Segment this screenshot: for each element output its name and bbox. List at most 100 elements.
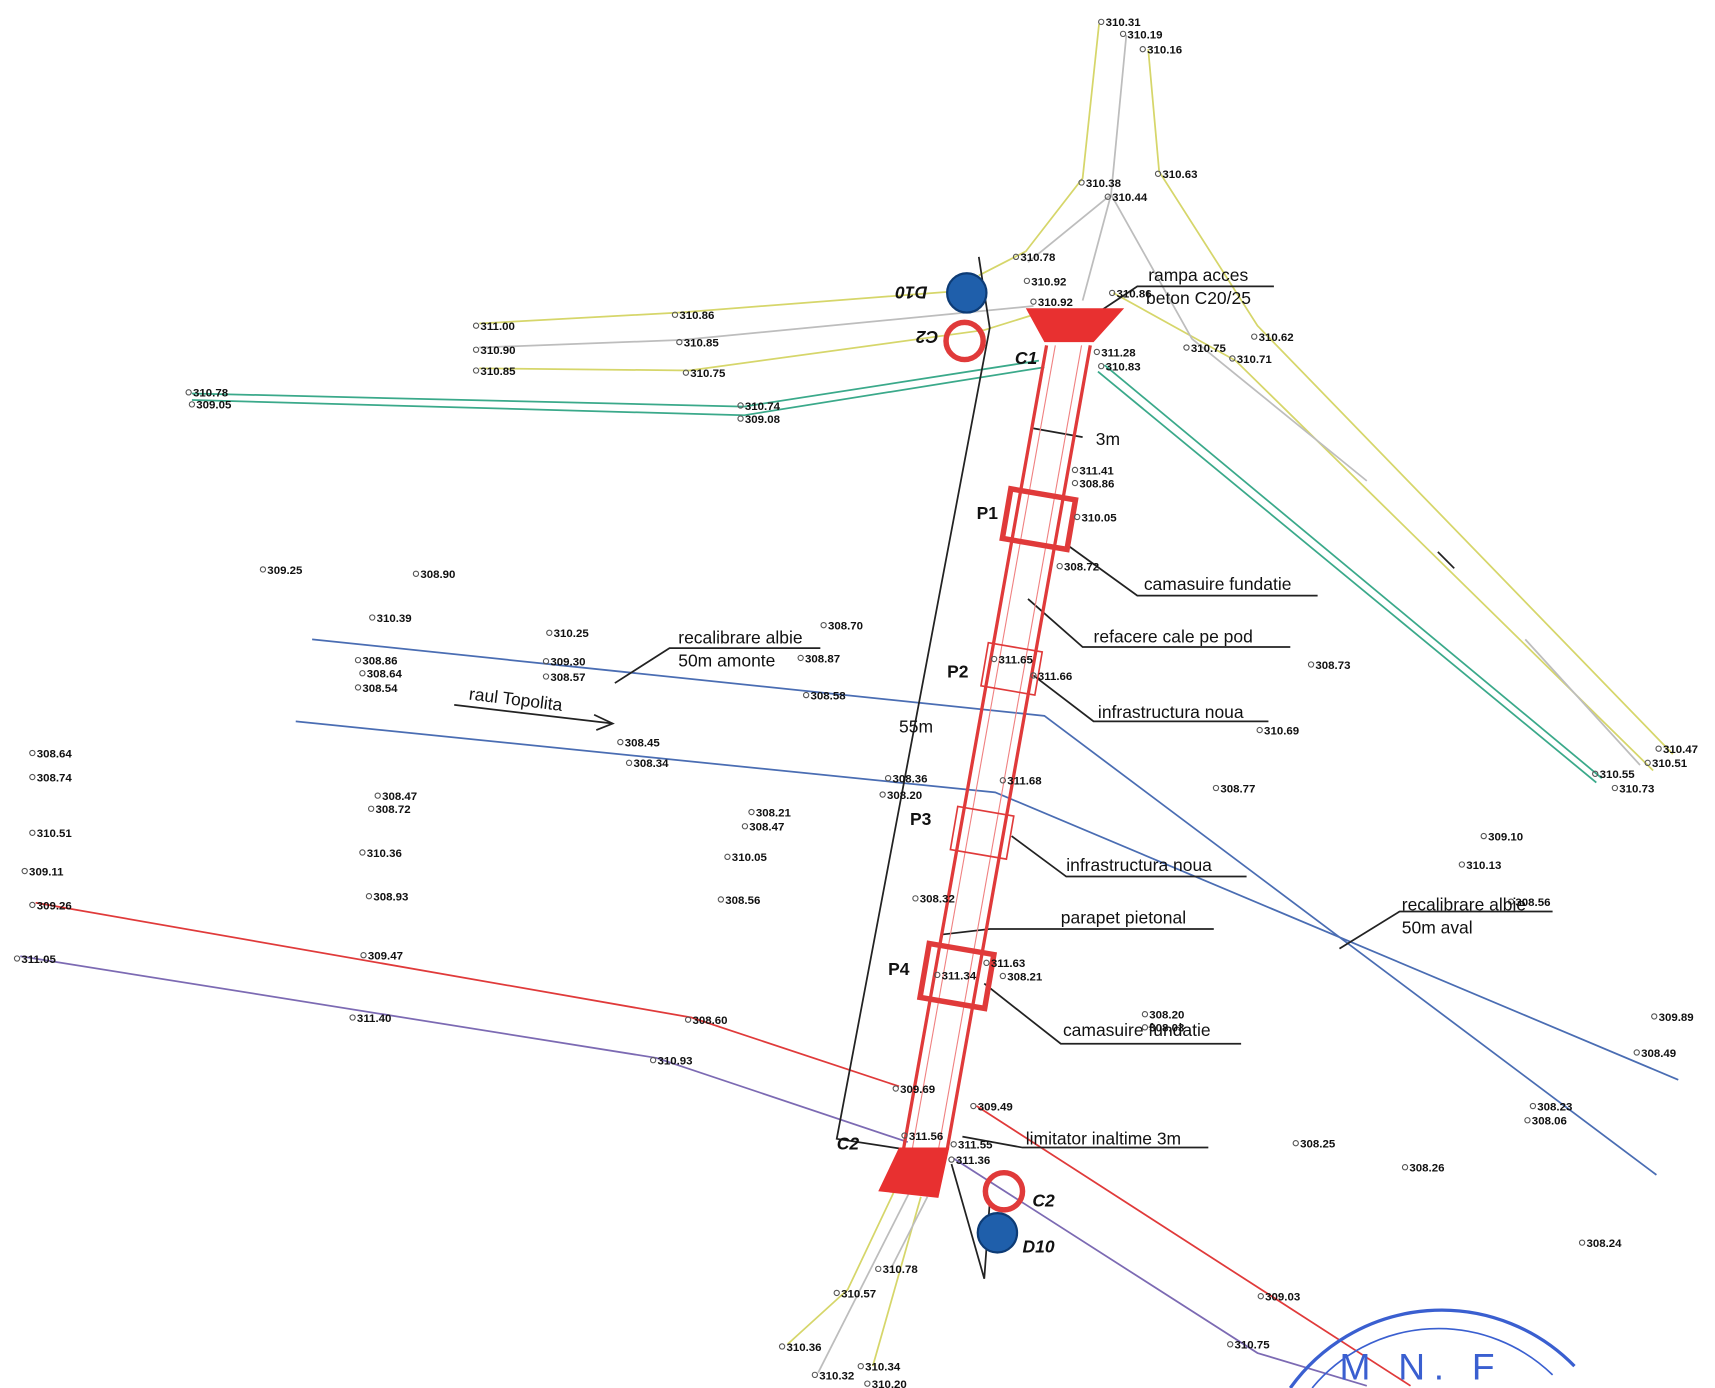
survey-point [260,567,265,572]
survey-point [543,674,548,679]
bridge [878,308,1124,1198]
survey-point [913,896,918,901]
survey-point [1000,973,1005,978]
elevation-label: 311.34 [942,970,977,982]
elevation-label: 311.05 [21,954,56,966]
annotation: refacere cale pe pod [1094,627,1253,647]
annotation: 3m [1096,429,1120,449]
survey-point [369,806,374,811]
symbol-label: C2 [916,327,939,347]
elevation-label: 308.20 [887,790,922,802]
elevation-label: 310.92 [1038,297,1073,309]
elevation-label: 308.47 [382,791,417,803]
survey-point [360,671,365,676]
elevation-label: 308.72 [1064,562,1099,574]
elevation-label: 308.87 [805,653,840,665]
survey-point [189,402,194,407]
survey-point [366,894,371,899]
survey-point [885,776,890,781]
elevation-label: 309.05 [196,400,232,412]
survey-point [1293,1141,1298,1146]
survey-point [350,1015,355,1020]
elevation-label: 308.77 [1220,783,1255,795]
elevation-label: 310.73 [1619,783,1654,795]
survey-point [1634,1050,1639,1055]
survey-point [798,655,803,660]
elevation-label: 310.13 [1466,860,1501,872]
pier-footing [1002,489,1075,550]
elevation-label: 308.64 [37,748,73,760]
elevation-label: 310.78 [883,1264,919,1276]
elevation-label: 310.34 [865,1362,901,1374]
survey-point [1057,564,1062,569]
survey-point [361,953,366,958]
symbol-label: C2 [1032,1191,1055,1211]
survey-point [30,902,35,907]
survey-point [865,1381,870,1386]
survey-point [1140,47,1145,52]
survey-point [360,850,365,855]
annotation: infrastructura noua [1066,855,1212,875]
elevation-label: 308.21 [756,807,792,819]
survey-point [1252,334,1257,339]
elevation-label: 309.08 [745,414,781,426]
survey-point [1652,1014,1657,1019]
elevation-label: 310.92 [1031,276,1066,288]
survey-point [804,692,809,697]
survey-point [951,1142,956,1147]
manhole-ring [946,322,983,359]
survey-point [1072,467,1077,472]
elevation-label: 310.19 [1127,29,1162,41]
elevation-label: 309.26 [37,900,72,912]
elevation-label: 311.66 [1038,671,1072,683]
survey-point [725,854,730,859]
elevation-label: 310.85 [684,337,720,349]
survey-point [1120,31,1125,36]
elevation-label: 310.39 [377,613,412,625]
elevation-label: 308.47 [749,822,784,834]
elevation-label: 310.75 [690,368,726,380]
survey-point [738,416,743,421]
survey-point [1612,785,1617,790]
elevation-label: 310.05 [732,852,768,864]
survey-point [893,1086,898,1091]
annotation: 55m [899,716,933,736]
pier-label: P2 [947,662,969,682]
annotation: parapet pietonal [1061,908,1186,928]
elevation-label: 309.10 [1488,831,1523,843]
survey-point [821,623,826,628]
survey-point [1459,862,1464,867]
elevation-label: 310.78 [193,388,229,400]
elevation-label: 309.69 [900,1084,935,1096]
elevation-label: 311.68 [1007,776,1042,788]
elevation-label: 311.36 [956,1155,990,1167]
survey-point [413,571,418,576]
survey-point [984,960,989,965]
elevation-label: 310.16 [1147,45,1182,57]
elevation-label: 309.03 [1265,1292,1300,1304]
elevation-label: 308.64 [367,669,403,681]
survey-point [1075,514,1080,519]
survey-point [749,809,754,814]
elevation-label: 308.21 [1007,971,1043,983]
symbol-label: C1 [1015,348,1037,368]
survey-point [14,956,19,961]
survey-point [1099,364,1104,369]
elevation-label: 309.89 [1659,1012,1694,1024]
survey-point [626,760,631,765]
elevation-label: 310.44 [1112,192,1148,204]
elevation-label: 308.26 [1409,1163,1444,1175]
survey-point [1402,1165,1407,1170]
survey-point [1099,19,1104,24]
elevation-label: 308.86 [1079,478,1114,490]
elevation-label: 308.73 [1315,660,1350,672]
survey-point [30,774,35,779]
survey-point [30,750,35,755]
elevation-label: 308.93 [373,892,408,904]
elevation-label: 310.86 [679,310,714,322]
elevation-label: 308.74 [37,772,73,784]
survey-point [880,792,885,797]
elevation-label: 308.54 [362,683,398,695]
elevation-label: 310.51 [37,828,73,840]
survey-point [1228,1342,1233,1347]
